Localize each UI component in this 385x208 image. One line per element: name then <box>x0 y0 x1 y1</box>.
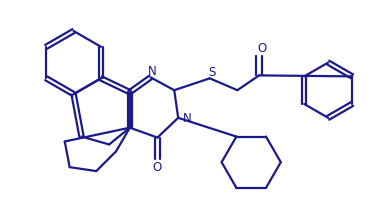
Text: S: S <box>208 66 216 79</box>
Text: N: N <box>148 65 157 78</box>
Text: O: O <box>258 42 267 55</box>
Text: O: O <box>153 161 162 174</box>
Text: N: N <box>183 112 191 125</box>
